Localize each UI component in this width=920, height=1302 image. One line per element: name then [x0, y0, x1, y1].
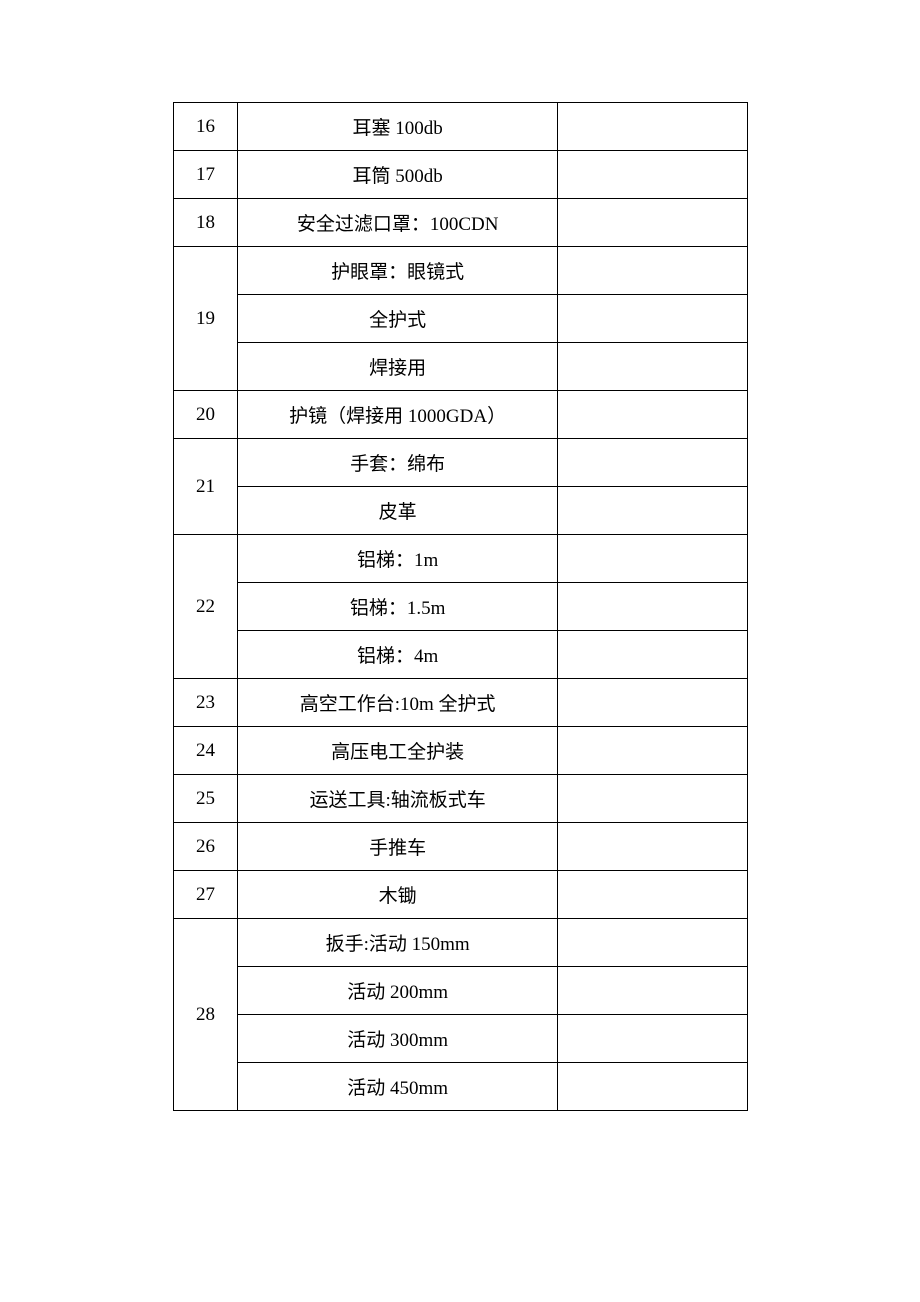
table-row: 20 护镜（焊接用 1000GDA） [173, 391, 747, 439]
row-description: 活动 200mm [238, 967, 558, 1015]
row-description: 扳手:活动 150mm [238, 919, 558, 967]
row-empty [557, 391, 747, 439]
row-empty [557, 583, 747, 631]
row-description: 全护式 [238, 295, 558, 343]
table-row: 铝梯：1.5m [173, 583, 747, 631]
row-number: 21 [173, 439, 238, 535]
row-number: 24 [173, 727, 238, 775]
table-row: 24 高压电工全护装 [173, 727, 747, 775]
row-empty [557, 871, 747, 919]
row-number: 16 [173, 103, 238, 151]
row-description: 铝梯：4m [238, 631, 558, 679]
table-body: 16 耳塞 100db 17 耳筒 500db 18 安全过滤口罩：100CDN… [173, 103, 747, 1111]
row-description: 护镜（焊接用 1000GDA） [238, 391, 558, 439]
equipment-table: 16 耳塞 100db 17 耳筒 500db 18 安全过滤口罩：100CDN… [173, 102, 748, 1111]
table-row: 25 运送工具:轴流板式车 [173, 775, 747, 823]
row-empty [557, 343, 747, 391]
row-description: 皮革 [238, 487, 558, 535]
row-empty [557, 199, 747, 247]
row-empty [557, 103, 747, 151]
row-description: 铝梯：1m [238, 535, 558, 583]
row-number: 23 [173, 679, 238, 727]
table-row: 活动 300mm [173, 1015, 747, 1063]
row-empty [557, 1015, 747, 1063]
row-description: 高压电工全护装 [238, 727, 558, 775]
row-empty [557, 151, 747, 199]
row-description: 耳塞 100db [238, 103, 558, 151]
row-number: 26 [173, 823, 238, 871]
table-row: 全护式 [173, 295, 747, 343]
row-empty [557, 727, 747, 775]
row-number: 28 [173, 919, 238, 1111]
row-empty [557, 679, 747, 727]
table-row: 16 耳塞 100db [173, 103, 747, 151]
row-description: 高空工作台:10m 全护式 [238, 679, 558, 727]
table-row: 26 手推车 [173, 823, 747, 871]
table-row: 22 铝梯：1m [173, 535, 747, 583]
table-row: 17 耳筒 500db [173, 151, 747, 199]
table-row: 铝梯：4m [173, 631, 747, 679]
row-empty [557, 775, 747, 823]
row-empty [557, 535, 747, 583]
row-empty [557, 487, 747, 535]
table-row: 皮革 [173, 487, 747, 535]
row-empty [557, 823, 747, 871]
table-row: 18 安全过滤口罩：100CDN [173, 199, 747, 247]
row-description: 护眼罩：眼镜式 [238, 247, 558, 295]
row-description: 安全过滤口罩：100CDN [238, 199, 558, 247]
table-row: 活动 450mm [173, 1063, 747, 1111]
row-empty [557, 1063, 747, 1111]
row-empty [557, 631, 747, 679]
row-description: 活动 450mm [238, 1063, 558, 1111]
row-description: 耳筒 500db [238, 151, 558, 199]
table-row: 21 手套：绵布 [173, 439, 747, 487]
table-row: 28 扳手:活动 150mm [173, 919, 747, 967]
row-description: 手套：绵布 [238, 439, 558, 487]
table-row: 23 高空工作台:10m 全护式 [173, 679, 747, 727]
row-empty [557, 439, 747, 487]
row-number: 20 [173, 391, 238, 439]
row-number: 22 [173, 535, 238, 679]
table-row: 19 护眼罩：眼镜式 [173, 247, 747, 295]
row-description: 手推车 [238, 823, 558, 871]
row-empty [557, 919, 747, 967]
row-empty [557, 295, 747, 343]
row-empty [557, 247, 747, 295]
row-description: 铝梯：1.5m [238, 583, 558, 631]
row-description: 木锄 [238, 871, 558, 919]
row-number: 19 [173, 247, 238, 391]
row-number: 17 [173, 151, 238, 199]
table-row: 27 木锄 [173, 871, 747, 919]
row-number: 18 [173, 199, 238, 247]
row-empty [557, 967, 747, 1015]
table-row: 焊接用 [173, 343, 747, 391]
row-description: 运送工具:轴流板式车 [238, 775, 558, 823]
table-container: 16 耳塞 100db 17 耳筒 500db 18 安全过滤口罩：100CDN… [173, 102, 748, 1302]
row-number: 27 [173, 871, 238, 919]
row-description: 焊接用 [238, 343, 558, 391]
table-row: 活动 200mm [173, 967, 747, 1015]
row-number: 25 [173, 775, 238, 823]
row-description: 活动 300mm [238, 1015, 558, 1063]
